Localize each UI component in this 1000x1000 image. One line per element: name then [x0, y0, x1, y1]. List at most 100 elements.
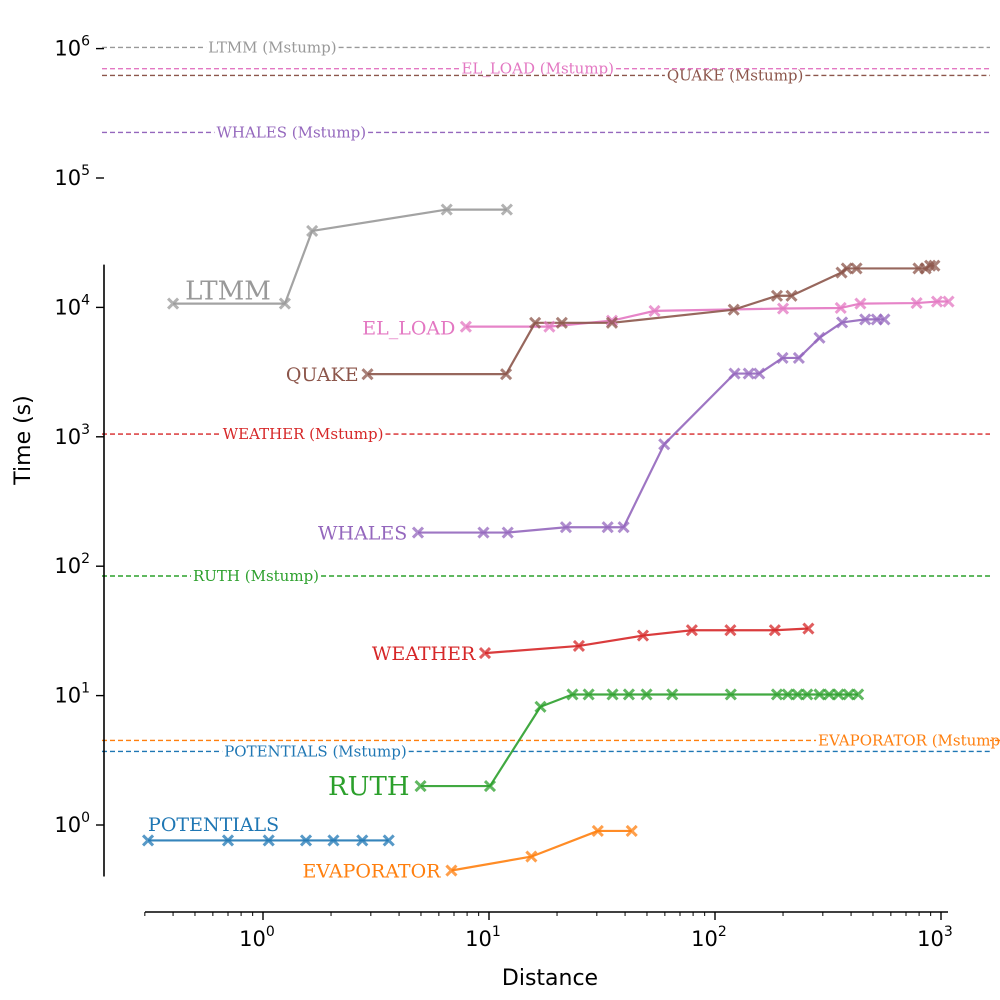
- y-tick-label: 100: [54, 810, 90, 837]
- marker-ruth: [622, 688, 635, 701]
- marker-ruth: [791, 688, 804, 701]
- ref-line-weather: WEATHER (Mstump): [102, 425, 990, 443]
- x-tick-label: 100: [239, 924, 275, 951]
- marker-whales: [742, 367, 755, 380]
- marker-potentials: [299, 834, 313, 847]
- marker-el-load: [648, 304, 661, 317]
- marker-ruth: [770, 688, 784, 701]
- series-label-el-load: EL_LOAD: [362, 317, 455, 339]
- marker-whales: [878, 313, 891, 326]
- marker-whales: [859, 313, 872, 326]
- marker-weather: [478, 647, 492, 660]
- marker-el-load: [854, 297, 867, 310]
- marker-whales: [411, 526, 425, 539]
- y-axis-title: Time (s): [11, 395, 36, 485]
- series-lines: [148, 208, 949, 872]
- marker-ltmm: [500, 203, 513, 216]
- marker-ruth: [801, 688, 814, 701]
- marker-ruth: [606, 688, 619, 701]
- marker-ruth: [832, 688, 845, 701]
- marker-ruth: [781, 688, 794, 701]
- marker-whales: [792, 351, 805, 364]
- marker-potentials: [327, 834, 340, 847]
- marker-quake: [727, 303, 740, 316]
- marker-ruth: [414, 779, 427, 793]
- ref-line-label: POTENTIALS (Mstump): [224, 742, 407, 760]
- x-tick-label: 101: [465, 924, 501, 951]
- ref-line-label: RUTH (Mstump): [193, 567, 319, 585]
- reference-lines: LTMM (Mstump) EL_LOAD (Mstump) QUAKE (Mstu…: [102, 38, 1000, 760]
- marker-quake: [555, 316, 568, 329]
- marker-quake: [924, 259, 937, 272]
- ref-line-label: WHALES (Mstump): [216, 123, 366, 141]
- ref-line-label: EVAPORATOR (Mstump): [818, 731, 1000, 749]
- marker-el-load: [942, 295, 955, 308]
- marker-quake: [850, 262, 863, 275]
- x-axis-title: Distance: [502, 966, 598, 991]
- marker-whales: [601, 521, 614, 534]
- marker-evaporator: [625, 824, 638, 837]
- marker-el-load: [776, 302, 790, 315]
- marker-weather: [724, 624, 737, 637]
- marker-ruth: [813, 688, 826, 701]
- ref-line-ltmm: LTMM (Mstump): [102, 38, 990, 56]
- marker-whales: [728, 367, 741, 380]
- marker-ltmm: [306, 224, 319, 237]
- marker-weather: [802, 622, 815, 635]
- marker-quake: [500, 368, 513, 381]
- marker-weather: [685, 624, 698, 637]
- y-tick-label: 103: [54, 422, 90, 449]
- marker-el-load: [930, 295, 944, 308]
- series-label-evaporator: EVAPORATOR: [303, 861, 442, 883]
- marker-el-load: [910, 297, 923, 310]
- marker-whales: [813, 331, 826, 344]
- marker-ltmm: [167, 297, 180, 310]
- marker-evaporator: [591, 824, 604, 837]
- series-line-whales: [417, 318, 885, 534]
- marker-weather: [572, 639, 585, 652]
- marker-ruth: [534, 700, 547, 713]
- ref-line-whales: WHALES (Mstump): [102, 123, 990, 141]
- ref-line-evaporator: EVAPORATOR (Mstump): [102, 731, 1000, 749]
- marker-evaporator: [445, 864, 458, 877]
- ref-line-el-load: EL_LOAD (Mstump): [102, 60, 990, 78]
- marker-weather: [768, 624, 781, 637]
- marker-whales: [753, 367, 766, 380]
- series-label-weather: WEATHER: [372, 643, 476, 665]
- y-tick-label: 105: [54, 163, 90, 190]
- marker-el-load: [834, 301, 847, 315]
- marker-potentials: [382, 834, 395, 847]
- marker-potentials: [356, 834, 369, 847]
- marker-whales: [559, 521, 573, 534]
- marker-ltmm: [440, 203, 453, 216]
- y-tick-label: 104: [54, 292, 90, 319]
- marker-ruth: [842, 688, 855, 701]
- marker-quake: [361, 368, 374, 381]
- y-tick-label: 102: [54, 551, 90, 578]
- series-markers: [141, 203, 955, 877]
- ref-line-potentials: POTENTIALS (Mstump): [102, 742, 990, 760]
- marker-el-load: [543, 320, 556, 333]
- marker-potentials: [221, 834, 235, 847]
- marker-whales: [477, 526, 490, 539]
- ref-line-quake: QUAKE (Mstump): [102, 66, 990, 84]
- series-label-whales: WHALES: [318, 523, 407, 545]
- marker-quake: [529, 316, 542, 329]
- marker-el-load: [459, 320, 472, 333]
- marker-ruth: [852, 688, 865, 701]
- series-label-ruth: RUTH: [328, 772, 410, 802]
- ref-line-label: WEATHER (Mstump): [223, 425, 384, 443]
- marker-quake: [770, 289, 784, 302]
- series-label-potentials: POTENTIALS: [148, 814, 279, 836]
- marker-weather: [636, 629, 650, 642]
- x-tick-label: 103: [917, 924, 953, 951]
- marker-potentials: [262, 834, 275, 847]
- marker-ruth: [483, 779, 497, 793]
- marker-ruth: [566, 688, 579, 701]
- marker-ruth: [666, 688, 679, 701]
- series-labels: LTMM EL_LOAD QUAKE WHALES WEATHER RUTH EVAPORA…: [148, 277, 476, 883]
- marker-ruth: [724, 688, 737, 701]
- marker-ruth: [582, 688, 595, 701]
- marker-whales: [776, 351, 789, 364]
- y-tick-label: 106: [54, 34, 90, 61]
